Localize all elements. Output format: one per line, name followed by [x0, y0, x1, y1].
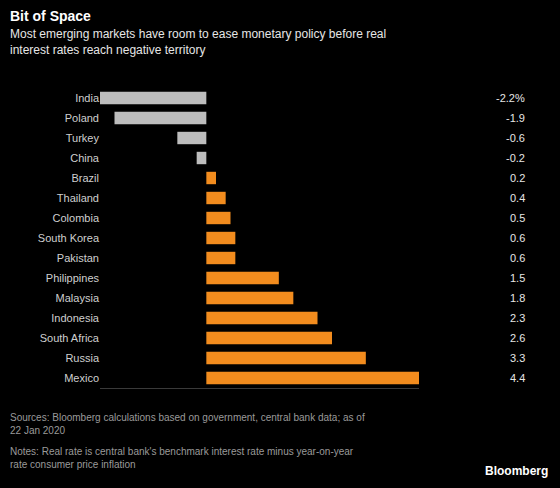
- svg-text:Most emerging markets have roo: Most emerging markets have room to ease …: [10, 27, 386, 57]
- svg-text:1.5: 1.5: [510, 272, 525, 284]
- svg-text:Notes: Real rate is central ba: Notes: Real rate is central bank's bench…: [10, 446, 354, 470]
- svg-text:0.6: 0.6: [510, 252, 525, 264]
- svg-text:South Korea: South Korea: [38, 232, 100, 244]
- svg-text:0.5: 0.5: [510, 212, 525, 224]
- svg-text:Bit of Space: Bit of Space: [10, 8, 91, 24]
- svg-text:Malaysia: Malaysia: [56, 292, 100, 304]
- svg-text:Indonesia: Indonesia: [51, 312, 100, 324]
- svg-text:2.6: 2.6: [510, 332, 525, 344]
- svg-text:-0.6: -0.6: [506, 132, 525, 144]
- svg-text:-1.9: -1.9: [506, 112, 525, 124]
- svg-text:Pakistan: Pakistan: [57, 252, 99, 264]
- svg-text:Turkey: Turkey: [66, 132, 100, 144]
- svg-text:2.3: 2.3: [510, 312, 525, 324]
- svg-text:Brazil: Brazil: [71, 172, 99, 184]
- svg-text:0.6: 0.6: [510, 232, 525, 244]
- svg-text:Sources: Bloomberg calculation: Sources: Bloomberg calculations based on…: [10, 412, 365, 436]
- svg-text:Bloomberg: Bloomberg: [485, 464, 548, 478]
- svg-text:India: India: [75, 92, 100, 104]
- svg-text:-2.2%: -2.2%: [496, 92, 525, 104]
- svg-text:Russia: Russia: [65, 352, 100, 364]
- svg-text:3.3: 3.3: [510, 352, 525, 364]
- svg-text:China: China: [70, 152, 100, 164]
- svg-text:Mexico: Mexico: [64, 372, 99, 384]
- svg-text:1.8: 1.8: [510, 292, 525, 304]
- svg-text:South Africa: South Africa: [40, 332, 100, 344]
- svg-text:Poland: Poland: [65, 112, 99, 124]
- svg-text:0.2: 0.2: [510, 172, 525, 184]
- svg-text:Philippines: Philippines: [46, 272, 100, 284]
- svg-text:Colombia: Colombia: [53, 212, 100, 224]
- svg-text:0.4: 0.4: [510, 192, 525, 204]
- svg-text:4.4: 4.4: [510, 372, 525, 384]
- svg-text:-0.2: -0.2: [506, 152, 525, 164]
- svg-text:Thailand: Thailand: [57, 192, 99, 204]
